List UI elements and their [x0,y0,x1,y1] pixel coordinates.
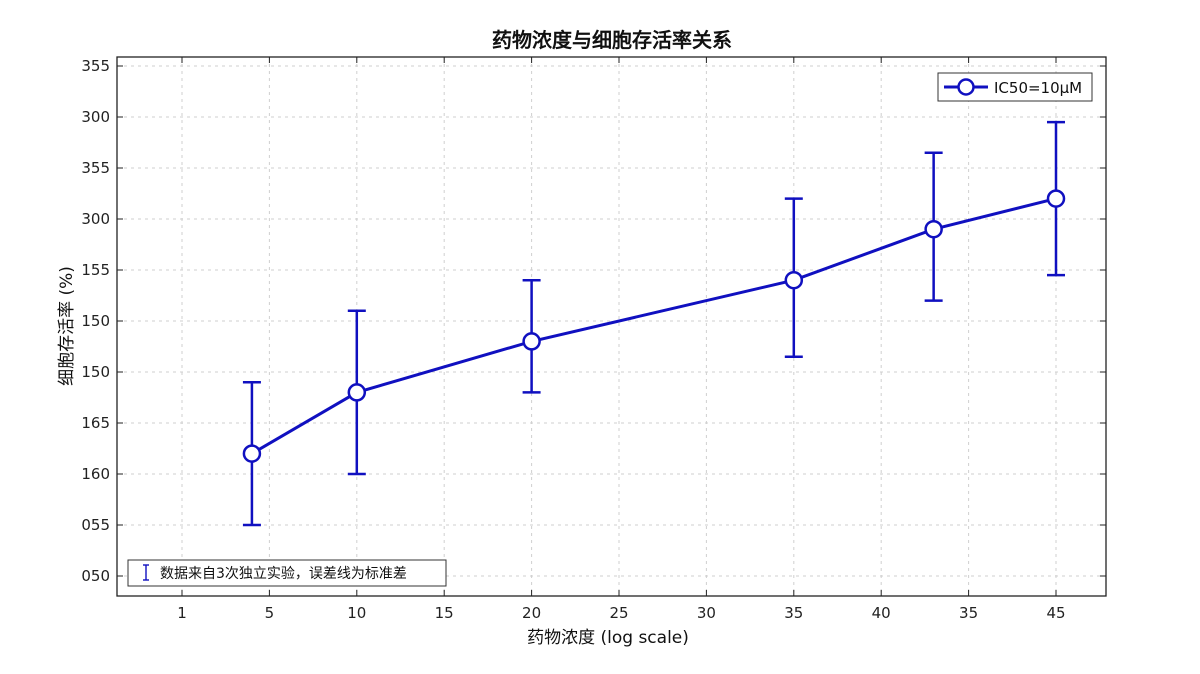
x-axis-label: 药物浓度 (log scale) [527,628,689,648]
x-tick-label: 30 [697,604,716,622]
series-line [251,197,1057,455]
x-tick-label: 35 [959,604,978,622]
data-point [784,270,804,290]
x-tick-label: 15 [435,604,454,622]
y-tick-label: 165 [81,414,110,432]
legend-label: IC50=10μM [994,79,1082,97]
data-point [1046,189,1066,208]
chart-title: 药物浓度与细胞存活率关系 [492,28,732,52]
data-point [347,383,367,402]
annotation-frame [127,559,447,587]
annotation-box: 数据来自3次独立实验，误差线为标准差 [127,559,447,587]
plot-frame [116,56,1107,597]
x-tick-label: 5 [265,604,275,622]
x-tick-label: 10 [347,604,366,622]
y-tick-label: 160 [81,465,110,483]
y-tick-label: 355 [81,159,110,177]
x-tick-label: 45 [1046,604,1065,622]
y-tick-label: 300 [81,210,110,228]
x-tick-label: 20 [522,604,541,622]
data-point [242,444,262,463]
data-point [522,332,541,351]
series-layer [242,120,1066,527]
y-tick-label: 150 [81,312,110,330]
y-tick-label: 150 [81,363,110,381]
legend-marker [957,78,975,96]
y-tick-label: 050 [81,567,110,585]
y-tick-label: 355 [81,57,110,75]
y-axis-label: 细胞存活率 (%) [57,266,77,386]
grid [117,57,1106,596]
x-tick-label: 25 [609,604,628,622]
legend: IC50=10μM [937,72,1093,102]
x-tick-label: 1 [177,604,187,622]
axis-ticks: 1 5 10 15 20 25 30 35 40 35 4505005516016515015015… [81,57,1106,622]
y-tick-label: 155 [81,261,110,279]
x-tick-label: 40 [872,604,891,622]
annotation-text: 数据来自3次独立实验，误差线为标准差 [160,566,407,582]
y-tick-label: 300 [81,108,110,126]
y-tick-label: 055 [81,516,110,534]
x-tick-label: 35 [784,604,803,622]
data-point [924,219,943,239]
